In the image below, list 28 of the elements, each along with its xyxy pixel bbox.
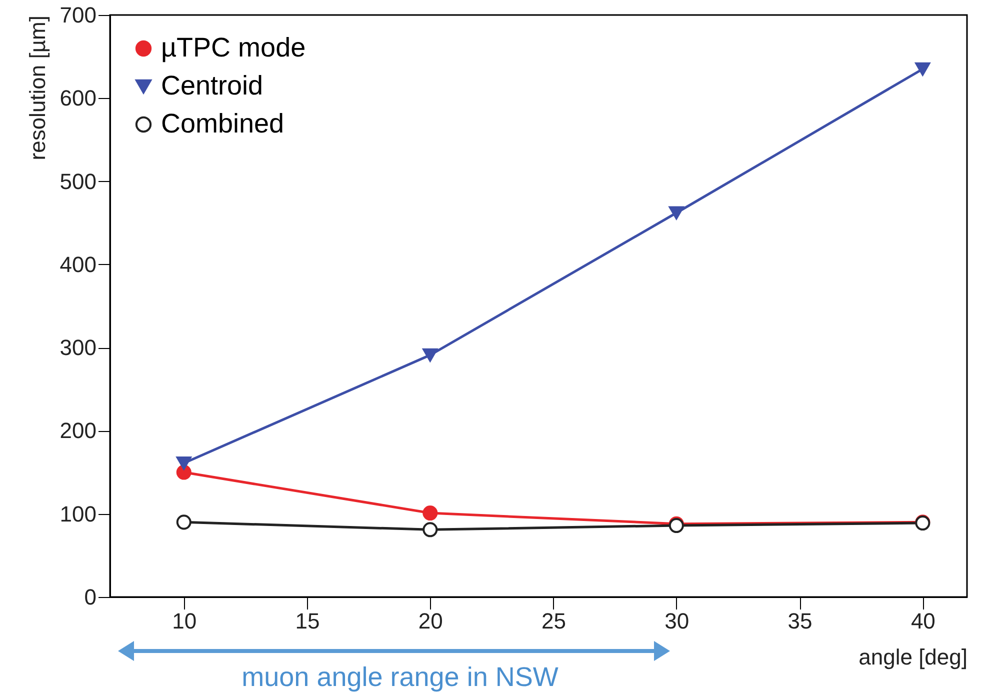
x-tick-label: 35 [788,608,812,634]
x-tick-label: 25 [542,608,566,634]
point [422,506,438,521]
point [422,522,438,538]
y-axis-title: resolution [µm] [24,16,50,160]
x-tick-label: 10 [172,608,197,634]
point [915,62,930,76]
y-tick-label: 300 [60,335,96,360]
y-tick-label: 700 [60,2,96,28]
legend-label: Combined [161,108,284,138]
x-tick-label: 15 [295,608,320,634]
point [176,514,192,530]
point [668,206,684,220]
y-tick-label: 400 [60,252,96,277]
y-tick-label: 600 [60,86,96,111]
x-tick-label: 40 [910,608,936,634]
x-axis-title: angle [deg] [858,644,968,670]
text: muon angle range in NSW [240,662,560,693]
point [176,456,192,470]
y-tick-label: 200 [60,418,96,444]
legend-label: µTPC mode [161,32,306,62]
x-tick-label: 30 [664,608,690,634]
legend-label: Centroid [161,70,264,100]
point [422,348,438,362]
y-tick-label: 100 [60,501,96,526]
x-tick-label: 20 [418,608,443,634]
y-tick-label: 500 [60,168,96,194]
y-tick-label: 0 [84,584,96,610]
